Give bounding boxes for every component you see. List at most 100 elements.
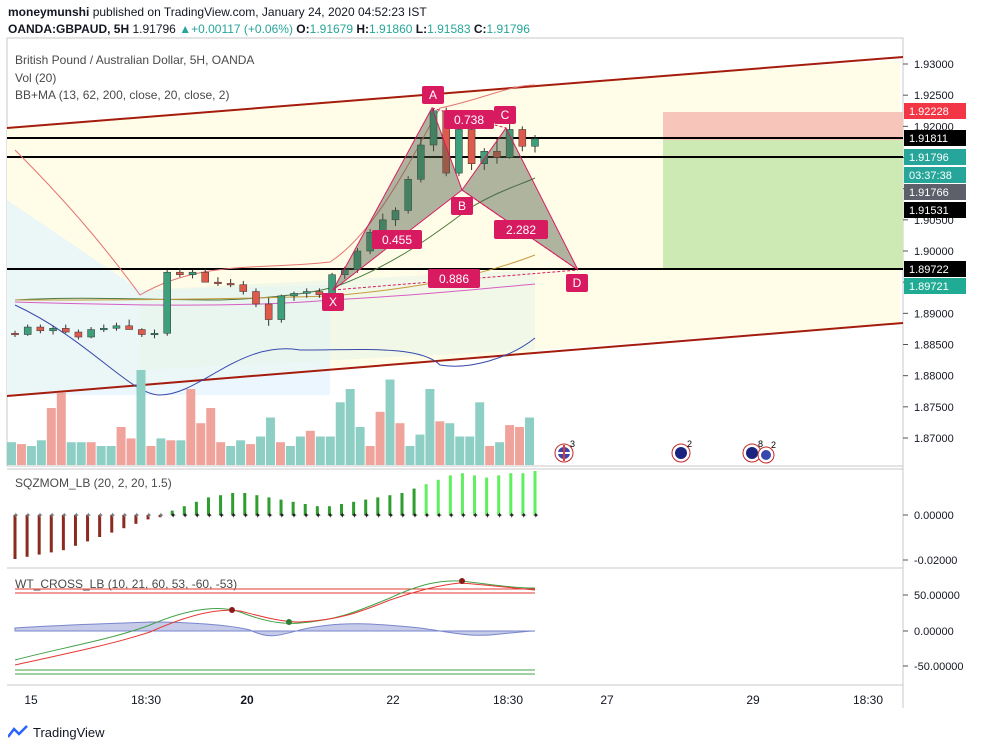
time-axis[interactable]: 15 18:30 20 22 18:30 27 29 18:30 bbox=[24, 693, 883, 707]
volume-bar bbox=[305, 430, 315, 465]
sqz-dot: ✦ bbox=[327, 511, 334, 520]
volume-bar bbox=[515, 427, 525, 465]
candle-body bbox=[467, 129, 476, 164]
price-tick: 1.89000 bbox=[914, 308, 954, 320]
candle-body bbox=[404, 179, 412, 211]
svg-text:2: 2 bbox=[771, 440, 776, 450]
volume-bar bbox=[106, 446, 116, 465]
svg-text:A: A bbox=[429, 88, 437, 102]
volume-bar bbox=[445, 423, 455, 465]
sqz-bar bbox=[473, 475, 477, 515]
sqz-bar bbox=[61, 515, 65, 551]
pattern-labels: X A B C D 0.455 0.738 2.282 0.886 bbox=[322, 86, 588, 311]
sqz-bar bbox=[400, 493, 404, 515]
price-badges: 1.92228 1.91811 1.91796 03:37:38 1.91766 1.91… bbox=[904, 103, 966, 294]
volume-bar bbox=[425, 389, 435, 465]
candle-body bbox=[201, 271, 209, 283]
volume-bar bbox=[256, 436, 266, 465]
price-badge: 1.91796 bbox=[904, 149, 966, 165]
sqz-dot: ✦ bbox=[448, 511, 455, 520]
svg-text:15: 15 bbox=[24, 693, 38, 707]
candle-body bbox=[341, 269, 349, 275]
channel-top-line[interactable] bbox=[6, 56, 904, 129]
sqz-dot: ✦ bbox=[25, 511, 32, 520]
sqz-dot: ✦ bbox=[303, 511, 310, 520]
sqz-bar bbox=[73, 515, 77, 546]
sqz-bar bbox=[460, 473, 464, 515]
sqz-dot: ✦ bbox=[520, 511, 527, 520]
volume-bar bbox=[395, 423, 405, 465]
volume-bar bbox=[186, 389, 196, 465]
svg-text:-50.00000: -50.00000 bbox=[914, 661, 964, 673]
volume-bar bbox=[196, 423, 206, 465]
sqz-bar bbox=[219, 495, 223, 515]
svg-text:22: 22 bbox=[386, 693, 400, 707]
wt-label: WT_CROSS_LB (10, 21, 60, 53, -60, -53) bbox=[15, 577, 237, 591]
sqz-bar bbox=[279, 499, 283, 515]
svg-text:18:30: 18:30 bbox=[853, 693, 883, 707]
channel-bottom-line[interactable] bbox=[6, 322, 904, 397]
sqz-dot: ✦ bbox=[424, 511, 431, 520]
volume-bar bbox=[176, 440, 186, 465]
sqz-bar bbox=[49, 515, 53, 553]
svg-text:29: 29 bbox=[746, 693, 760, 707]
author-name[interactable]: moneymunshi bbox=[8, 5, 90, 19]
price-badge: 1.89721 bbox=[904, 278, 966, 294]
brand-name[interactable]: TradingView bbox=[33, 724, 105, 740]
sqz-bar bbox=[497, 475, 501, 515]
legend-vol: Vol (20) bbox=[15, 71, 56, 85]
ratio-bcd: 2.282 bbox=[494, 220, 548, 239]
volume-bars bbox=[7, 370, 534, 465]
volume-bar bbox=[375, 411, 385, 465]
price-badge: 1.89722 bbox=[904, 261, 966, 277]
candle-body bbox=[125, 325, 133, 330]
volume-bar bbox=[335, 402, 345, 465]
svg-text:0.886: 0.886 bbox=[439, 272, 469, 286]
sqz-label: SQZMOM_LB (20, 2, 20, 1.5) bbox=[15, 476, 172, 490]
footer: TradingView bbox=[8, 722, 105, 742]
sqz-dot: ✦ bbox=[158, 511, 165, 520]
sqz-bar bbox=[110, 515, 114, 533]
sqz-bar bbox=[376, 497, 380, 515]
sqz-dot: ✦ bbox=[533, 511, 540, 520]
volume-bar bbox=[365, 446, 375, 465]
sqz-bar bbox=[485, 477, 489, 515]
price-badge: 1.91531 bbox=[904, 202, 966, 218]
sqz-dot: ✦ bbox=[230, 511, 237, 520]
sqz-dot: ✦ bbox=[508, 511, 515, 520]
sqz-bar bbox=[37, 515, 41, 555]
volume-bar bbox=[26, 446, 36, 465]
candle-body bbox=[328, 274, 336, 295]
svg-text:X: X bbox=[329, 295, 337, 309]
sqz-bar bbox=[122, 515, 126, 529]
event-flags[interactable]: 3 2 8 2 bbox=[554, 439, 776, 464]
up-arrow-icon: ▲ bbox=[179, 22, 192, 36]
symbol-label: OANDA:GBPAUD, 5H bbox=[8, 22, 130, 36]
price-tick: 1.88500 bbox=[914, 340, 954, 352]
candle-body bbox=[315, 291, 324, 295]
volume-bar bbox=[285, 446, 295, 465]
point-d-label: D bbox=[566, 274, 588, 292]
wt-axis: 50.00000 0.00000 -50.00000 bbox=[903, 590, 964, 673]
point-c-label: C bbox=[494, 106, 516, 124]
sqz-dot: ✦ bbox=[279, 511, 286, 520]
chart-canvas[interactable]: X A B C D 0.455 0.738 2.282 0.886 3 2 8 … bbox=[0, 0, 983, 720]
sqz-bar bbox=[194, 501, 198, 515]
candle-body bbox=[23, 326, 32, 335]
volume-bar bbox=[325, 436, 335, 465]
price-badge: 03:37:38 bbox=[904, 167, 966, 183]
sqz-bar bbox=[231, 493, 235, 515]
volume-bar bbox=[166, 440, 176, 465]
volume-bar bbox=[485, 446, 495, 465]
svg-text:1.91531: 1.91531 bbox=[909, 205, 949, 217]
tradingview-logo-icon[interactable] bbox=[8, 725, 28, 739]
candle-body bbox=[87, 329, 95, 338]
sqz-bar bbox=[303, 504, 307, 515]
svg-text:D: D bbox=[573, 276, 582, 290]
svg-text:3: 3 bbox=[570, 439, 575, 449]
sqz-dot: ✦ bbox=[254, 511, 261, 520]
candle-body bbox=[138, 329, 146, 335]
sqz-dot: ✦ bbox=[49, 511, 56, 520]
sqz-axis: 0.00000 -0.02000 bbox=[903, 510, 957, 567]
sqz-dot: ✦ bbox=[109, 511, 116, 520]
